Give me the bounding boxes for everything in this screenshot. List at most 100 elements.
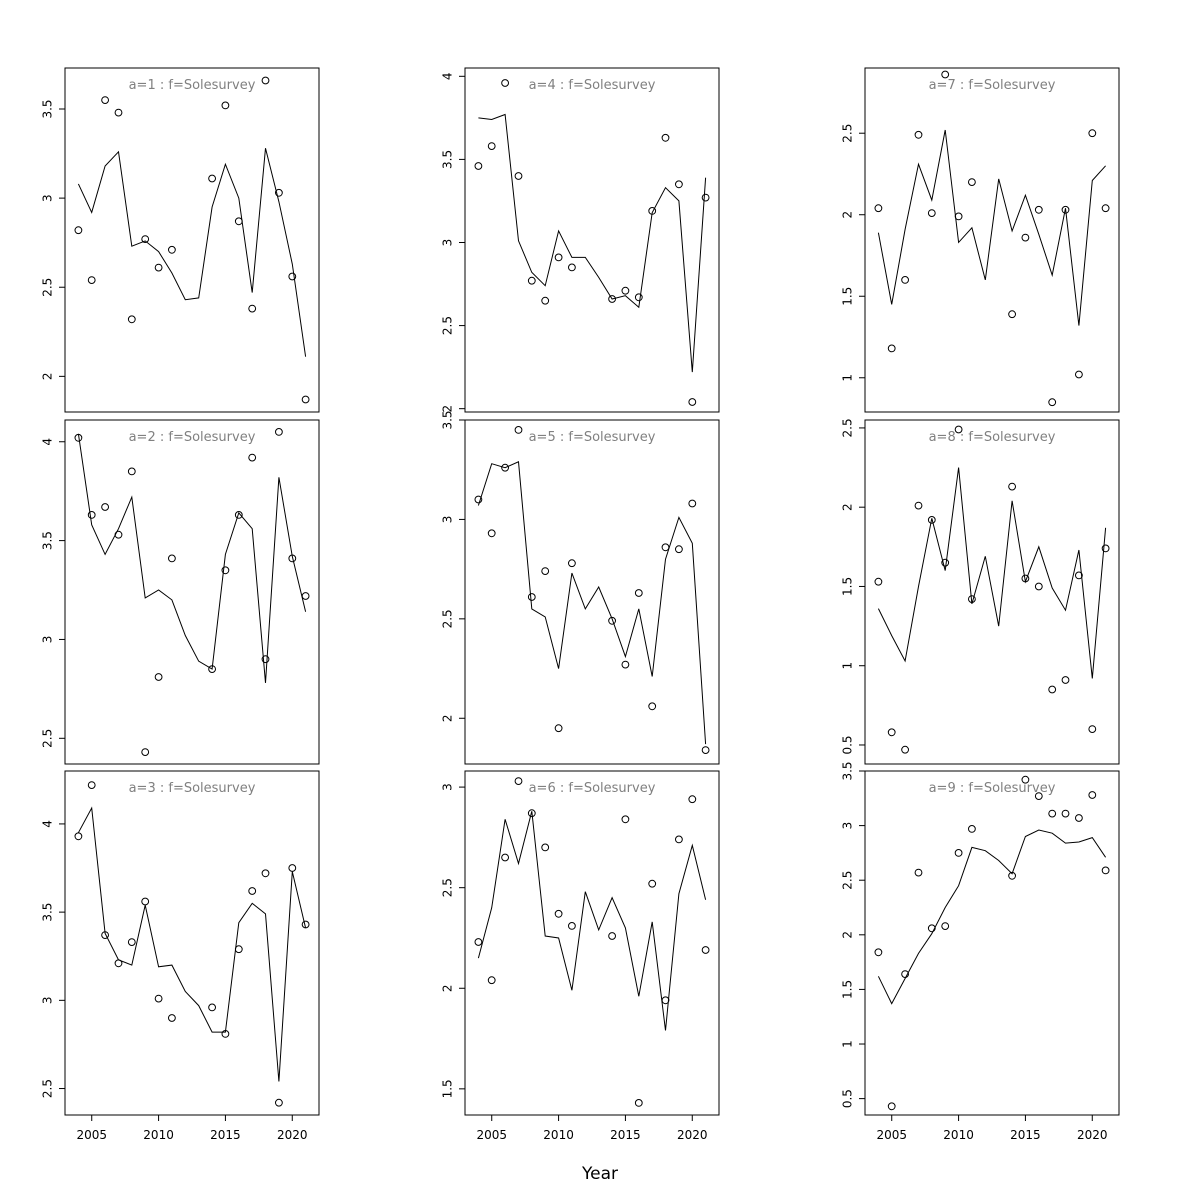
y-tick-label: 4 (441, 72, 455, 80)
observed-point (87, 276, 96, 285)
fitted-series-line (877, 829, 1107, 1005)
observed-point (554, 909, 563, 918)
y-tick-label: 3.5 (41, 531, 55, 550)
observed-point (1048, 685, 1057, 694)
observed-point (927, 516, 936, 524)
y-tick-label: 3 (441, 783, 455, 791)
observed-point (114, 108, 123, 117)
observed-point (621, 286, 630, 295)
fitted-series-line (477, 461, 707, 745)
observed-point (127, 467, 136, 476)
observed-point (221, 1030, 230, 1038)
observed-point (954, 849, 963, 857)
observed-point (874, 204, 883, 213)
observed-point (288, 272, 297, 281)
observed-point (1021, 233, 1030, 242)
observed-point (941, 70, 950, 79)
observed-point (874, 577, 883, 586)
observed-point (968, 825, 976, 833)
observed-point (608, 932, 616, 940)
observed-point (1061, 205, 1070, 214)
observed-point (887, 1102, 896, 1111)
observed-point (1008, 482, 1016, 491)
y-tick-label: 2.5 (441, 609, 455, 628)
x-tick-label: 2005 (476, 1128, 507, 1142)
plot-frame (864, 770, 1120, 1116)
plot-frame (864, 419, 1120, 765)
x-tick-label: 2010 (143, 1128, 174, 1142)
observed-point (74, 832, 83, 841)
observed-point (101, 931, 109, 939)
observed-point (1034, 792, 1043, 800)
y-tick-label: 1.5 (841, 577, 855, 596)
observed-point (608, 295, 616, 303)
observed-point (234, 511, 243, 519)
y-tick-label: 2.5 (41, 278, 55, 297)
y-tick-label: 4 (41, 438, 55, 446)
observed-point (234, 217, 243, 226)
observed-point (1008, 871, 1016, 880)
observed-point (661, 133, 670, 142)
y-tick-label: 3 (41, 636, 55, 644)
observed-point (968, 178, 976, 187)
observed-point (701, 946, 710, 954)
observed-point (168, 245, 176, 254)
y-tick-label: 1.5 (841, 980, 855, 999)
observed-point (621, 815, 630, 824)
observed-point (1101, 866, 1110, 875)
observed-point (661, 543, 670, 552)
y-tick-label: 2 (41, 373, 55, 381)
y-tick-label: 1.5 (841, 287, 855, 306)
observed-point (474, 938, 483, 946)
y-tick-label: 4 (41, 820, 55, 828)
x-tick-label: 2005 (876, 1128, 907, 1142)
observed-point (514, 426, 523, 434)
observed-point (527, 276, 536, 285)
fitted-series-line (877, 467, 1107, 679)
observed-point (221, 101, 230, 110)
panel-title: a=9 : f=Solesurvey (929, 781, 1056, 796)
chart-panel-2: a=2 : f=Solesurvey 2.5 3 3.5 4 (41, 419, 320, 765)
y-tick-label: 2.5 (441, 316, 455, 335)
y-tick-label: 2 (441, 984, 455, 992)
x-tick-label: 2020 (277, 1128, 308, 1142)
y-tick-label: 3 (41, 997, 55, 1005)
chart-panel-4: a=4 : f=Solesurvey 2 2.5 3 3.5 4 (441, 67, 720, 413)
observed-point (474, 162, 483, 170)
observed-point (288, 864, 297, 872)
y-tick-label: 3.5 (841, 761, 855, 780)
observed-point (901, 276, 909, 284)
observed-point (568, 559, 576, 568)
chart-panel-9: a=9 : f=Solesurvey 0.5 1 1.5 2 2.5 3 3.5 2005 201… (841, 761, 1120, 1142)
observed-point (1048, 809, 1057, 818)
y-tick-label: 1 (841, 662, 855, 670)
observed-point (621, 660, 630, 669)
plot-frame (64, 67, 320, 413)
observed-point (141, 748, 150, 756)
observed-point (1021, 775, 1030, 784)
y-tick-label: 3.5 (41, 99, 55, 118)
y-tick-label: 2.5 (841, 871, 855, 890)
observed-point (501, 79, 510, 87)
chart-panel-3: a=3 : f=Solesurvey 2.5 3 3.5 4 2005 2010 2015 20… (41, 770, 320, 1142)
observed-point (648, 207, 657, 215)
observed-point (487, 142, 496, 151)
observed-point (675, 835, 683, 844)
observed-point (74, 226, 83, 235)
observed-point (114, 959, 123, 968)
observed-point (168, 554, 176, 563)
panel-title: a=7 : f=Solesurvey (929, 78, 1056, 93)
y-tick-label: 2 (841, 503, 855, 511)
observed-point (168, 1014, 176, 1022)
observed-point (1034, 582, 1043, 591)
observed-point (661, 996, 670, 1005)
x-tick-label: 2015 (210, 1128, 241, 1142)
plot-frame (464, 419, 720, 765)
observed-point (514, 777, 523, 785)
observed-point (1008, 310, 1016, 319)
observed-point (74, 433, 83, 442)
observed-point (248, 453, 257, 462)
panel-title: a=1 : f=Solesurvey (129, 78, 256, 93)
observed-point (1048, 398, 1057, 407)
